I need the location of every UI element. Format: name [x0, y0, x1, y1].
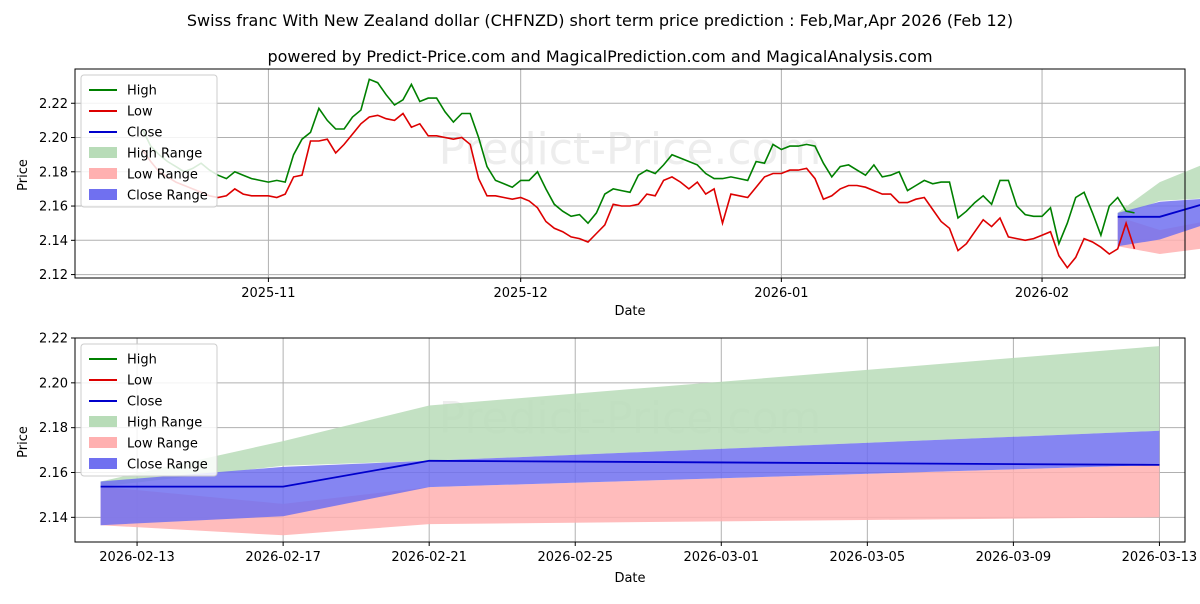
top-xlabel: Date — [614, 304, 645, 319]
legend-label: High — [127, 84, 157, 99]
legend-swatch-box — [89, 168, 117, 179]
x-tick-label: 2026-02-13 — [99, 550, 175, 565]
low-series-line — [141, 112, 1136, 270]
y-tick-label: 2.20 — [39, 376, 68, 391]
legend-label: High Range — [127, 416, 202, 431]
top-ylabel: Price — [16, 159, 31, 191]
close-series-line — [1117, 204, 1200, 218]
x-tick-label: 2025-11 — [241, 286, 295, 301]
x-tick-label: 2026-03-05 — [830, 550, 906, 565]
plot-frame — [74, 337, 1186, 543]
high-series-line — [141, 78, 1135, 247]
x-tick-label: 2025-12 — [494, 286, 548, 301]
legend-label: Low Range — [127, 437, 198, 452]
chart-subtitle: powered by Predict-Price.com and Magical… — [267, 47, 932, 66]
legend-label: Low Range — [127, 168, 198, 183]
legend-swatch-box — [89, 437, 117, 448]
forecast-panel: 2026-02-13 2026-02-17 2026-02-21 2026-02-25… — [39, 332, 1197, 566]
y-tick-label: 2.20 — [39, 131, 68, 146]
legend-label: High — [127, 353, 157, 368]
legend-swatch-box — [89, 458, 117, 469]
watermark: Predict-Price.com — [439, 124, 822, 175]
plot-frame — [74, 68, 1186, 279]
y-tick-label: 2.22 — [39, 97, 68, 112]
legend-label: Low — [127, 374, 153, 389]
legend-label: Close Range — [127, 458, 208, 473]
x-tick-label: 2026-02-17 — [245, 550, 321, 565]
high-range-band — [100, 346, 1160, 487]
high-range-band — [1117, 165, 1200, 217]
y-tick-label: 2.12 — [39, 268, 68, 283]
x-tick-label: 2026-02-25 — [537, 550, 613, 565]
legend-swatch-box — [89, 147, 117, 158]
legend-label: Close Range — [127, 189, 208, 204]
legend-label: Low — [127, 105, 153, 120]
y-tick-label: 2.22 — [39, 332, 68, 347]
y-tick-label: 2.14 — [39, 234, 68, 249]
y-tick-label: 2.18 — [39, 165, 68, 180]
legend-label: Close — [127, 395, 162, 410]
price-history-panel: 2025-112025-122026-012026-022026-032.122… — [39, 68, 1200, 301]
legend-swatch-box — [89, 189, 117, 200]
close-range-band — [100, 430, 1160, 526]
x-tick-label: 2026-02-21 — [391, 550, 467, 565]
legend-swatch-box — [89, 416, 117, 427]
y-tick-label: 2.16 — [39, 200, 68, 215]
legend-label: Close — [127, 126, 162, 141]
x-tick-label: 2026-02 — [1015, 286, 1069, 301]
x-tick-label: 2026-03-09 — [976, 550, 1052, 565]
bottom-ylabel: Price — [16, 426, 31, 458]
close-series-line — [100, 459, 1160, 488]
low-range-band — [100, 464, 1160, 536]
x-tick-label: 2026-01 — [754, 286, 808, 301]
y-tick-label: 2.18 — [39, 421, 68, 436]
x-tick-label: 2026-03-01 — [684, 550, 760, 565]
bottom-xlabel: Date — [614, 571, 645, 586]
y-tick-label: 2.14 — [39, 511, 68, 526]
y-tick-label: 2.16 — [39, 466, 68, 481]
chart-title: Swiss franc With New Zealand dollar (CHF… — [187, 11, 1013, 30]
plot-background — [75, 69, 1185, 278]
x-tick-label: 2026-03-13 — [1122, 550, 1198, 565]
legend-label: High Range — [127, 147, 202, 162]
